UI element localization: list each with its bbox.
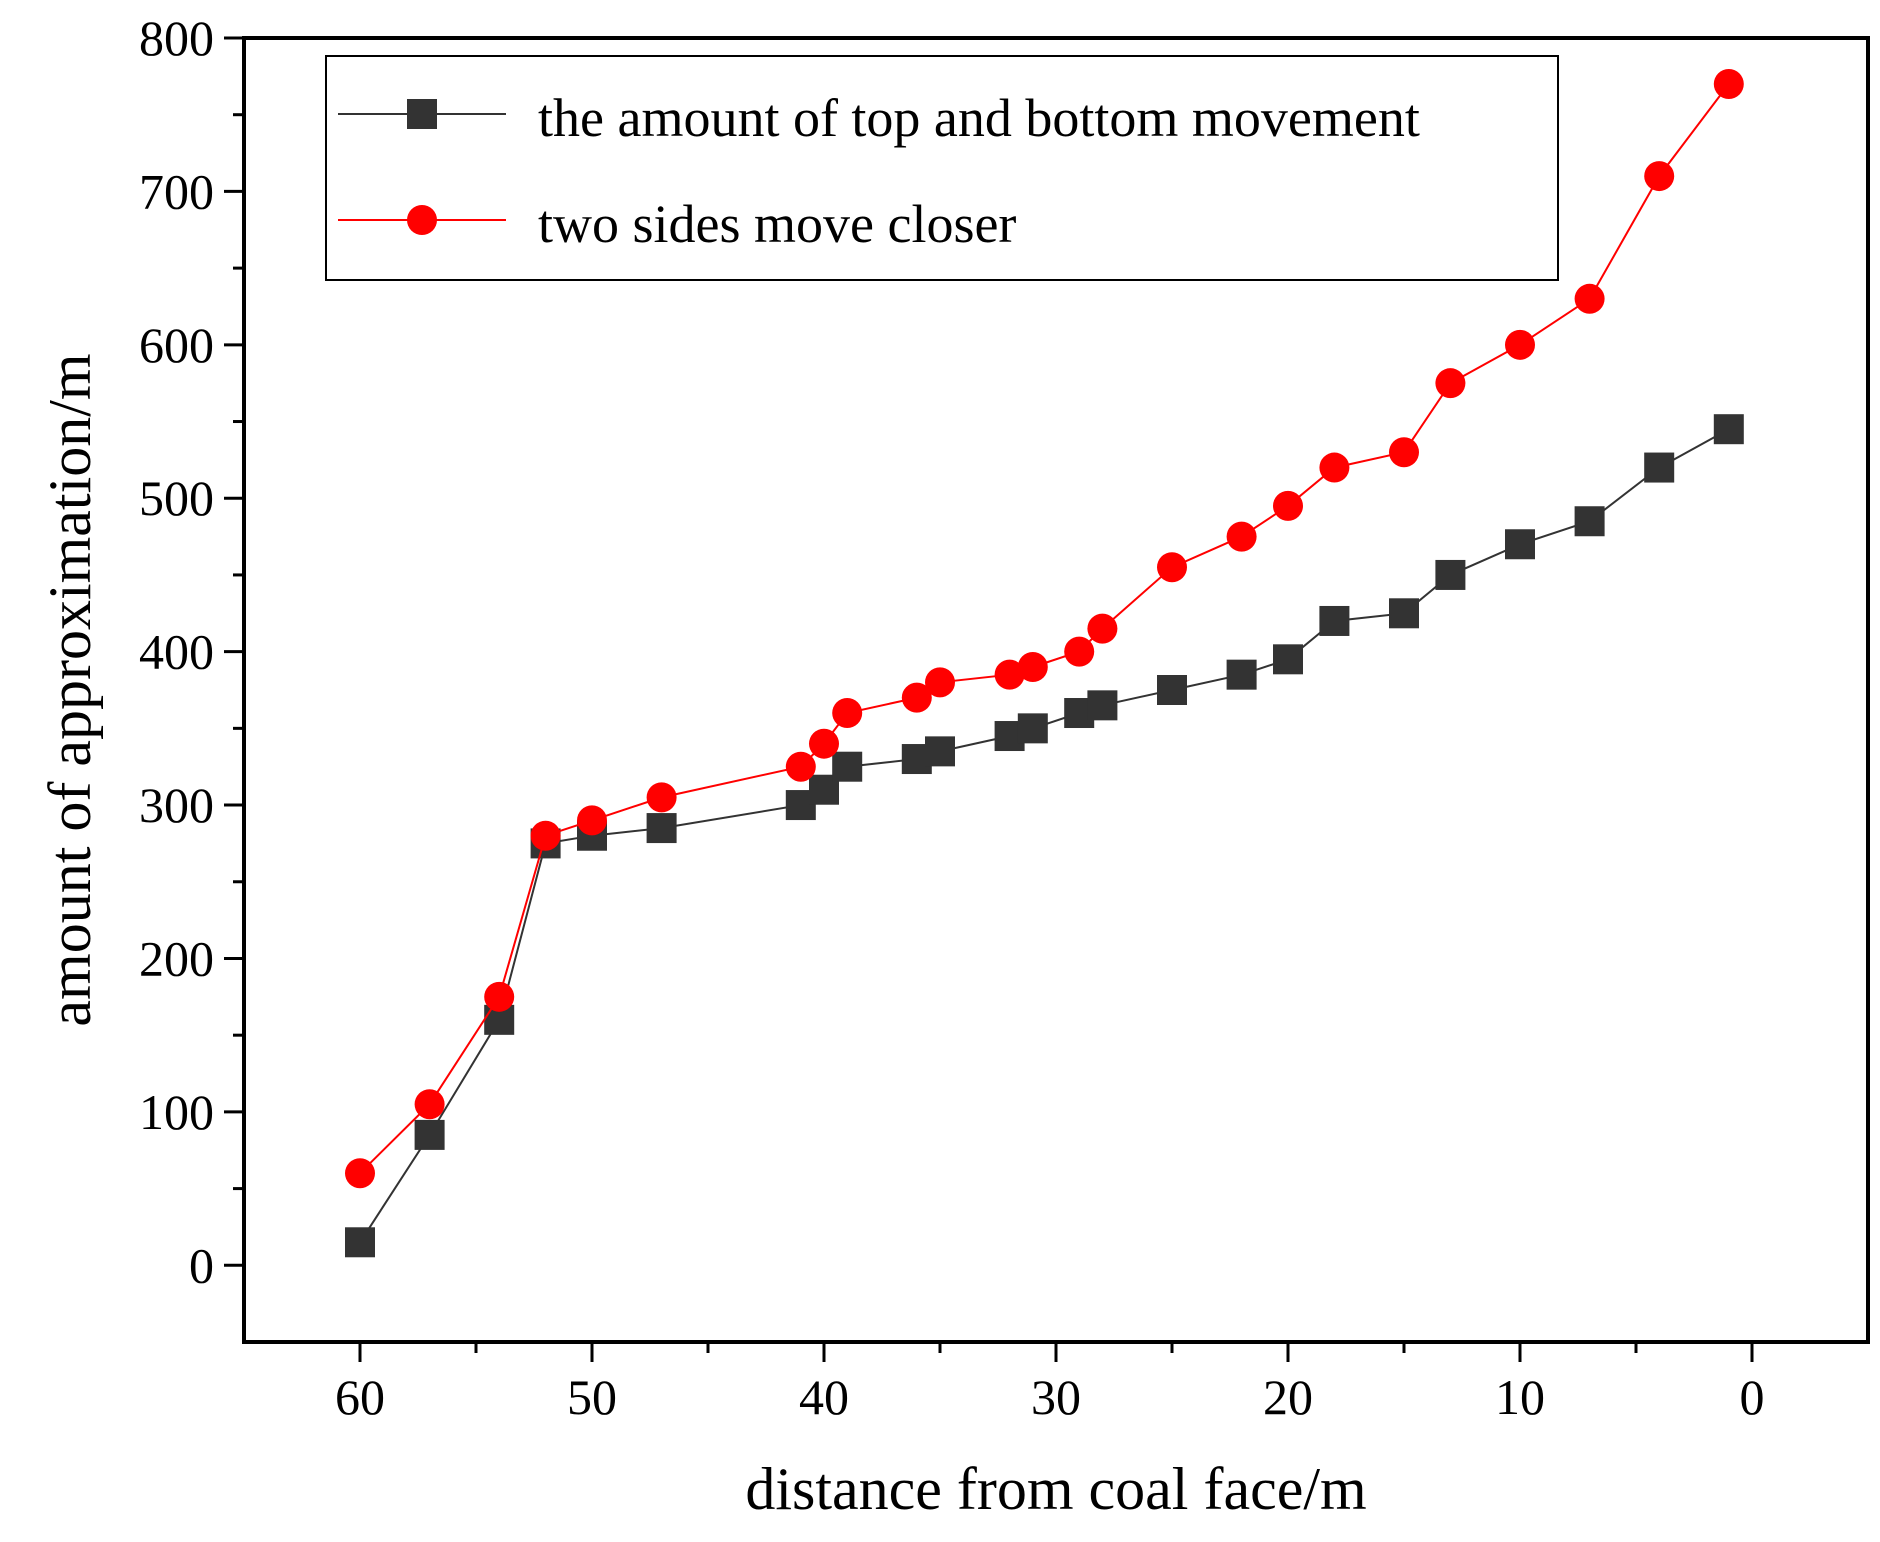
y-tick-label: 700 [139, 163, 214, 219]
x-axis-title: distance from coal face/m [745, 1456, 1366, 1522]
y-tick-label: 600 [139, 317, 214, 373]
data-point-circle [646, 782, 677, 813]
data-point-circle [414, 1089, 445, 1120]
data-point-square [414, 1119, 445, 1150]
data-point-square [1319, 605, 1350, 636]
data-point-circle [1273, 490, 1303, 521]
x-tick-label: 10 [1495, 1369, 1545, 1425]
y-tick-label: 200 [139, 930, 214, 986]
data-point-circle [1644, 161, 1675, 192]
y-tick-label: 400 [139, 624, 214, 680]
data-point-square [925, 736, 955, 767]
data-point-circle [1157, 552, 1187, 583]
data-point-square [1505, 529, 1535, 560]
data-point-circle [1226, 521, 1257, 552]
x-tick-label: 0 [1740, 1369, 1765, 1425]
data-point-square [1644, 452, 1675, 483]
data-point-circle [785, 751, 816, 782]
data-point-circle [1087, 613, 1118, 644]
y-axis: 0 100 200 300 400 500 600 700 800 [139, 10, 244, 1293]
data-point-circle [1574, 283, 1605, 314]
data-point-square [1574, 506, 1605, 537]
data-point-square [345, 1227, 375, 1258]
x-tick-label: 40 [799, 1369, 849, 1425]
y-tick-label: 300 [139, 777, 214, 833]
data-point-square [1713, 414, 1744, 445]
data-point-circle [577, 805, 607, 836]
data-point-circle [925, 667, 955, 698]
y-tick-label: 500 [139, 470, 214, 526]
data-point-circle [484, 981, 515, 1012]
y-tick-label: 0 [189, 1237, 214, 1293]
data-point-circle [1064, 636, 1095, 667]
data-point-circle [1505, 329, 1535, 360]
data-point-circle [809, 728, 839, 759]
legend-label-top-bottom: the amount of top and bottom movement [538, 88, 1420, 148]
legend-marker-square [407, 99, 437, 129]
legend: the amount of top and bottom movement tw… [325, 55, 1559, 281]
legend-box [325, 55, 1559, 281]
data-point-circle [1435, 368, 1466, 399]
data-point-square [1226, 659, 1257, 690]
data-point-circle [994, 659, 1025, 690]
y-tick-label: 800 [139, 10, 214, 66]
x-tick-label: 20 [1263, 1369, 1313, 1425]
data-point-square [1273, 644, 1303, 675]
data-point-square [646, 813, 677, 844]
data-point-square [1389, 598, 1419, 629]
x-tick-label: 30 [1031, 1369, 1081, 1425]
legend-marker-circle [407, 205, 437, 235]
data-point-square [1435, 559, 1466, 590]
data-point-circle [832, 698, 863, 729]
data-point-circle [1713, 69, 1744, 100]
data-point-circle [345, 1158, 375, 1189]
data-point-square [1157, 675, 1187, 705]
data-point-square [1087, 690, 1118, 721]
x-tick-label: 50 [567, 1369, 617, 1425]
data-point-circle [901, 682, 932, 713]
data-point-square [832, 751, 863, 782]
legend-label-two-sides: two sides move closer [538, 194, 1016, 254]
data-point-circle [1319, 452, 1350, 483]
series-layer [345, 69, 1744, 1258]
data-point-circle [530, 820, 561, 851]
y-tick-label: 100 [139, 1084, 214, 1140]
x-tick-label: 60 [335, 1369, 385, 1425]
data-point-square [1017, 713, 1048, 744]
y-axis-title: amount of approximation/m [37, 353, 103, 1026]
series-2 [345, 69, 1744, 1189]
data-point-circle [1389, 437, 1419, 468]
data-point-circle [1017, 651, 1048, 682]
x-axis: 60 50 40 30 20 10 0 [335, 1342, 1765, 1425]
